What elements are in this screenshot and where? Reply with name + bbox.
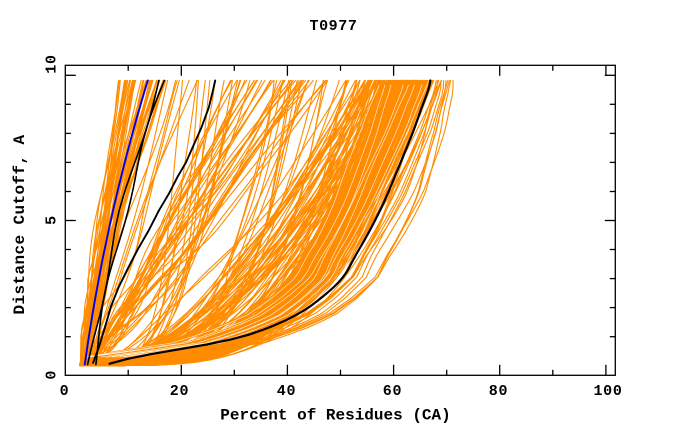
- svg-text:Distance Cutoff, A: Distance Cutoff, A: [11, 134, 29, 314]
- svg-text:10: 10: [43, 54, 60, 73]
- svg-text:T0977: T0977: [309, 18, 357, 35]
- svg-text:0: 0: [43, 370, 60, 380]
- svg-text:20: 20: [170, 383, 189, 400]
- svg-text:40: 40: [277, 383, 296, 400]
- svg-text:60: 60: [383, 383, 402, 400]
- svg-text:0: 0: [60, 383, 70, 400]
- svg-text:100: 100: [593, 383, 622, 400]
- svg-text:80: 80: [489, 383, 508, 400]
- svg-text:5: 5: [43, 215, 60, 225]
- svg-text:Percent of Residues (CA): Percent of Residues (CA): [220, 407, 450, 425]
